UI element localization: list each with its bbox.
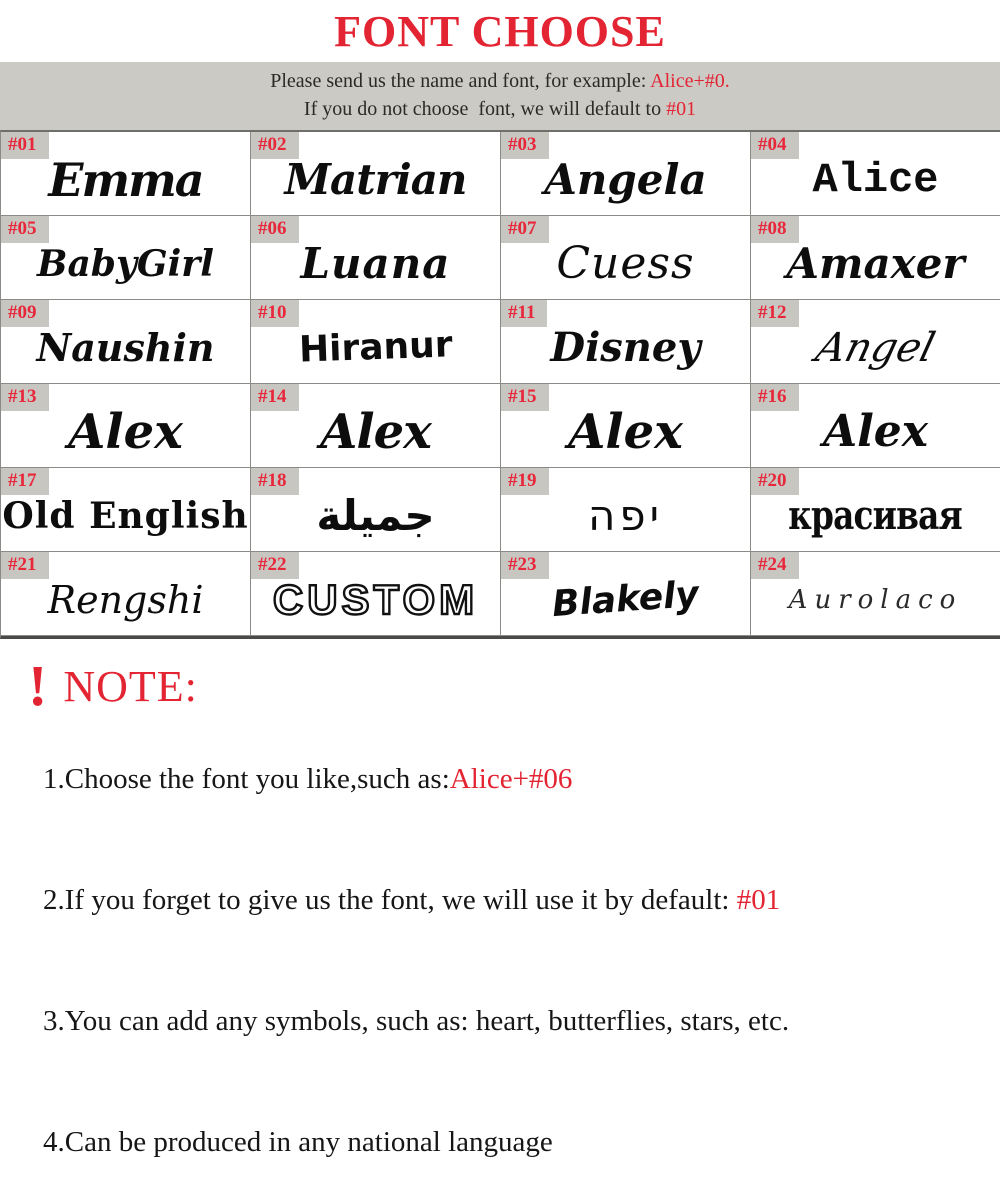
font-grid: #01 Emma #02 Matrian #03 Angela #04 Alic… xyxy=(0,130,1000,639)
font-id-badge: #08 xyxy=(751,216,799,243)
font-cell-02: #02 Matrian xyxy=(251,132,501,216)
font-sample: Disney xyxy=(550,324,701,371)
font-id-badge: #12 xyxy=(751,300,799,327)
font-cell-01: #01 Emma xyxy=(1,132,251,216)
font-cell-24: #24 Aurolaco xyxy=(751,552,1000,636)
font-sample: Angela xyxy=(544,155,707,204)
banner-line-1-highlight: Alice+#0. xyxy=(650,70,730,92)
font-sample: Alice xyxy=(812,155,939,204)
note-heading-row: ! NOTE: xyxy=(28,653,1000,718)
font-sample: Alex xyxy=(822,406,929,457)
note-text: 3.You can add any symbols, such as: hear… xyxy=(43,1005,790,1038)
font-id-badge: #20 xyxy=(751,468,799,495)
font-sample: جميلة xyxy=(316,491,435,540)
font-sample: BabyGirl xyxy=(37,242,214,285)
font-sample: Naushin xyxy=(36,325,215,370)
font-cell-22: #22 CUSTOM xyxy=(251,552,501,636)
font-id-badge: #24 xyxy=(751,552,799,579)
banner-line-1: Please send us the name and font, for ex… xyxy=(0,67,1000,95)
font-id-badge: #21 xyxy=(1,552,49,579)
note-item-4: 4.Can be produced in any national langua… xyxy=(14,1093,1000,1192)
font-id-badge: #02 xyxy=(251,132,299,159)
font-cell-07: #07 Cuess xyxy=(501,216,751,300)
font-id-badge: #18 xyxy=(251,468,299,495)
font-cell-19: #19 יפה xyxy=(501,468,751,552)
font-cell-04: #04 Alice xyxy=(751,132,1000,216)
font-cell-21: #21 Rengshi xyxy=(1,552,251,636)
font-cell-12: #12 Angel xyxy=(751,300,1000,384)
font-cell-17: #17 Old English xyxy=(1,468,251,552)
font-cell-20: #20 красивая xyxy=(751,468,1000,552)
font-cell-06: #06 Luana xyxy=(251,216,501,300)
banner-line-1-text: Please send us the name and font, for ex… xyxy=(270,70,651,92)
font-sample: Aurolaco xyxy=(788,584,963,615)
font-cell-08: #08 Amaxer xyxy=(751,216,1000,300)
note-text: 2.If you forget to give us the font, we … xyxy=(43,884,737,917)
font-id-badge: #17 xyxy=(1,468,49,495)
font-id-badge: #09 xyxy=(1,300,49,327)
font-id-badge: #23 xyxy=(501,552,549,579)
font-sample: Rengshi xyxy=(47,577,204,622)
font-cell-11: #11 Disney xyxy=(501,300,751,384)
font-id-badge: #10 xyxy=(251,300,299,327)
font-cell-15: #15 Alex xyxy=(501,384,751,468)
font-cell-23: #23 Blakely xyxy=(501,552,751,636)
banner-line-2-highlight: #01 xyxy=(666,98,697,120)
font-sample: יפה xyxy=(587,491,664,540)
instruction-banner: Please send us the name and font, for ex… xyxy=(0,62,1000,130)
font-sample: Blakely xyxy=(550,573,701,626)
font-id-badge: #06 xyxy=(251,216,299,243)
font-id-badge: #15 xyxy=(501,384,549,411)
font-sample: Angel xyxy=(811,324,940,371)
note-text: 4.Can be produced in any national langua… xyxy=(43,1126,553,1159)
font-sample: Emma xyxy=(48,152,204,207)
note-heading: NOTE: xyxy=(63,662,198,712)
font-sample: Amaxer xyxy=(786,239,965,288)
font-id-badge: #19 xyxy=(501,468,549,495)
font-id-badge: #13 xyxy=(1,384,49,411)
font-cell-14: #14 Alex xyxy=(251,384,501,468)
font-sample: Alex xyxy=(320,403,432,460)
banner-line-2-text: If you do not choose font, we will defau… xyxy=(303,98,667,120)
font-cell-13: #13 Alex xyxy=(1,384,251,468)
font-sample: Alex xyxy=(568,403,683,460)
font-id-badge: #16 xyxy=(751,384,799,411)
font-id-badge: #05 xyxy=(1,216,49,243)
page-title: FONT CHOOSE xyxy=(334,7,666,56)
font-id-badge: #04 xyxy=(751,132,799,159)
font-cell-10: #10 Hiranur xyxy=(251,300,501,384)
note-item-3: 3.You can add any symbols, such as: hear… xyxy=(14,972,1000,1071)
banner-line-2: If you do not choose font, we will defau… xyxy=(0,95,1000,123)
note-item-2: 2.If you forget to give us the font, we … xyxy=(14,851,1000,950)
font-cell-16: #16 Alex xyxy=(751,384,1000,468)
note-list: 1.Choose the font you like,such as:Alice… xyxy=(14,730,1000,1192)
font-id-badge: #11 xyxy=(501,300,548,327)
font-id-badge: #01 xyxy=(1,132,49,159)
font-id-badge: #14 xyxy=(251,384,299,411)
font-sample: CUSTOM xyxy=(272,574,479,623)
font-sample: Alex xyxy=(68,403,183,460)
font-cell-05: #05 BabyGirl xyxy=(1,216,251,300)
font-sample: Luana xyxy=(300,239,451,288)
note-item-1: 1.Choose the font you like,such as:Alice… xyxy=(14,730,1000,829)
note-highlight: #01 xyxy=(736,884,781,917)
font-sample: Hiranur xyxy=(298,324,453,371)
exclamation-icon: ! xyxy=(28,653,48,718)
font-id-badge: #07 xyxy=(501,216,549,243)
font-sample: Old English xyxy=(2,494,249,537)
font-sample: Matrian xyxy=(284,155,468,204)
note-highlight: Alice+#06 xyxy=(449,763,573,796)
font-cell-03: #03 Angela xyxy=(501,132,751,216)
font-cell-09: #09 Naushin xyxy=(1,300,251,384)
font-id-badge: #03 xyxy=(501,132,549,159)
note-text: 1.Choose the font you like,such as: xyxy=(43,763,450,796)
font-cell-18: #18 جميلة xyxy=(251,468,501,552)
font-sample: красивая xyxy=(788,492,964,539)
font-sample: Cuess xyxy=(556,238,695,289)
font-id-badge: #22 xyxy=(251,552,299,579)
